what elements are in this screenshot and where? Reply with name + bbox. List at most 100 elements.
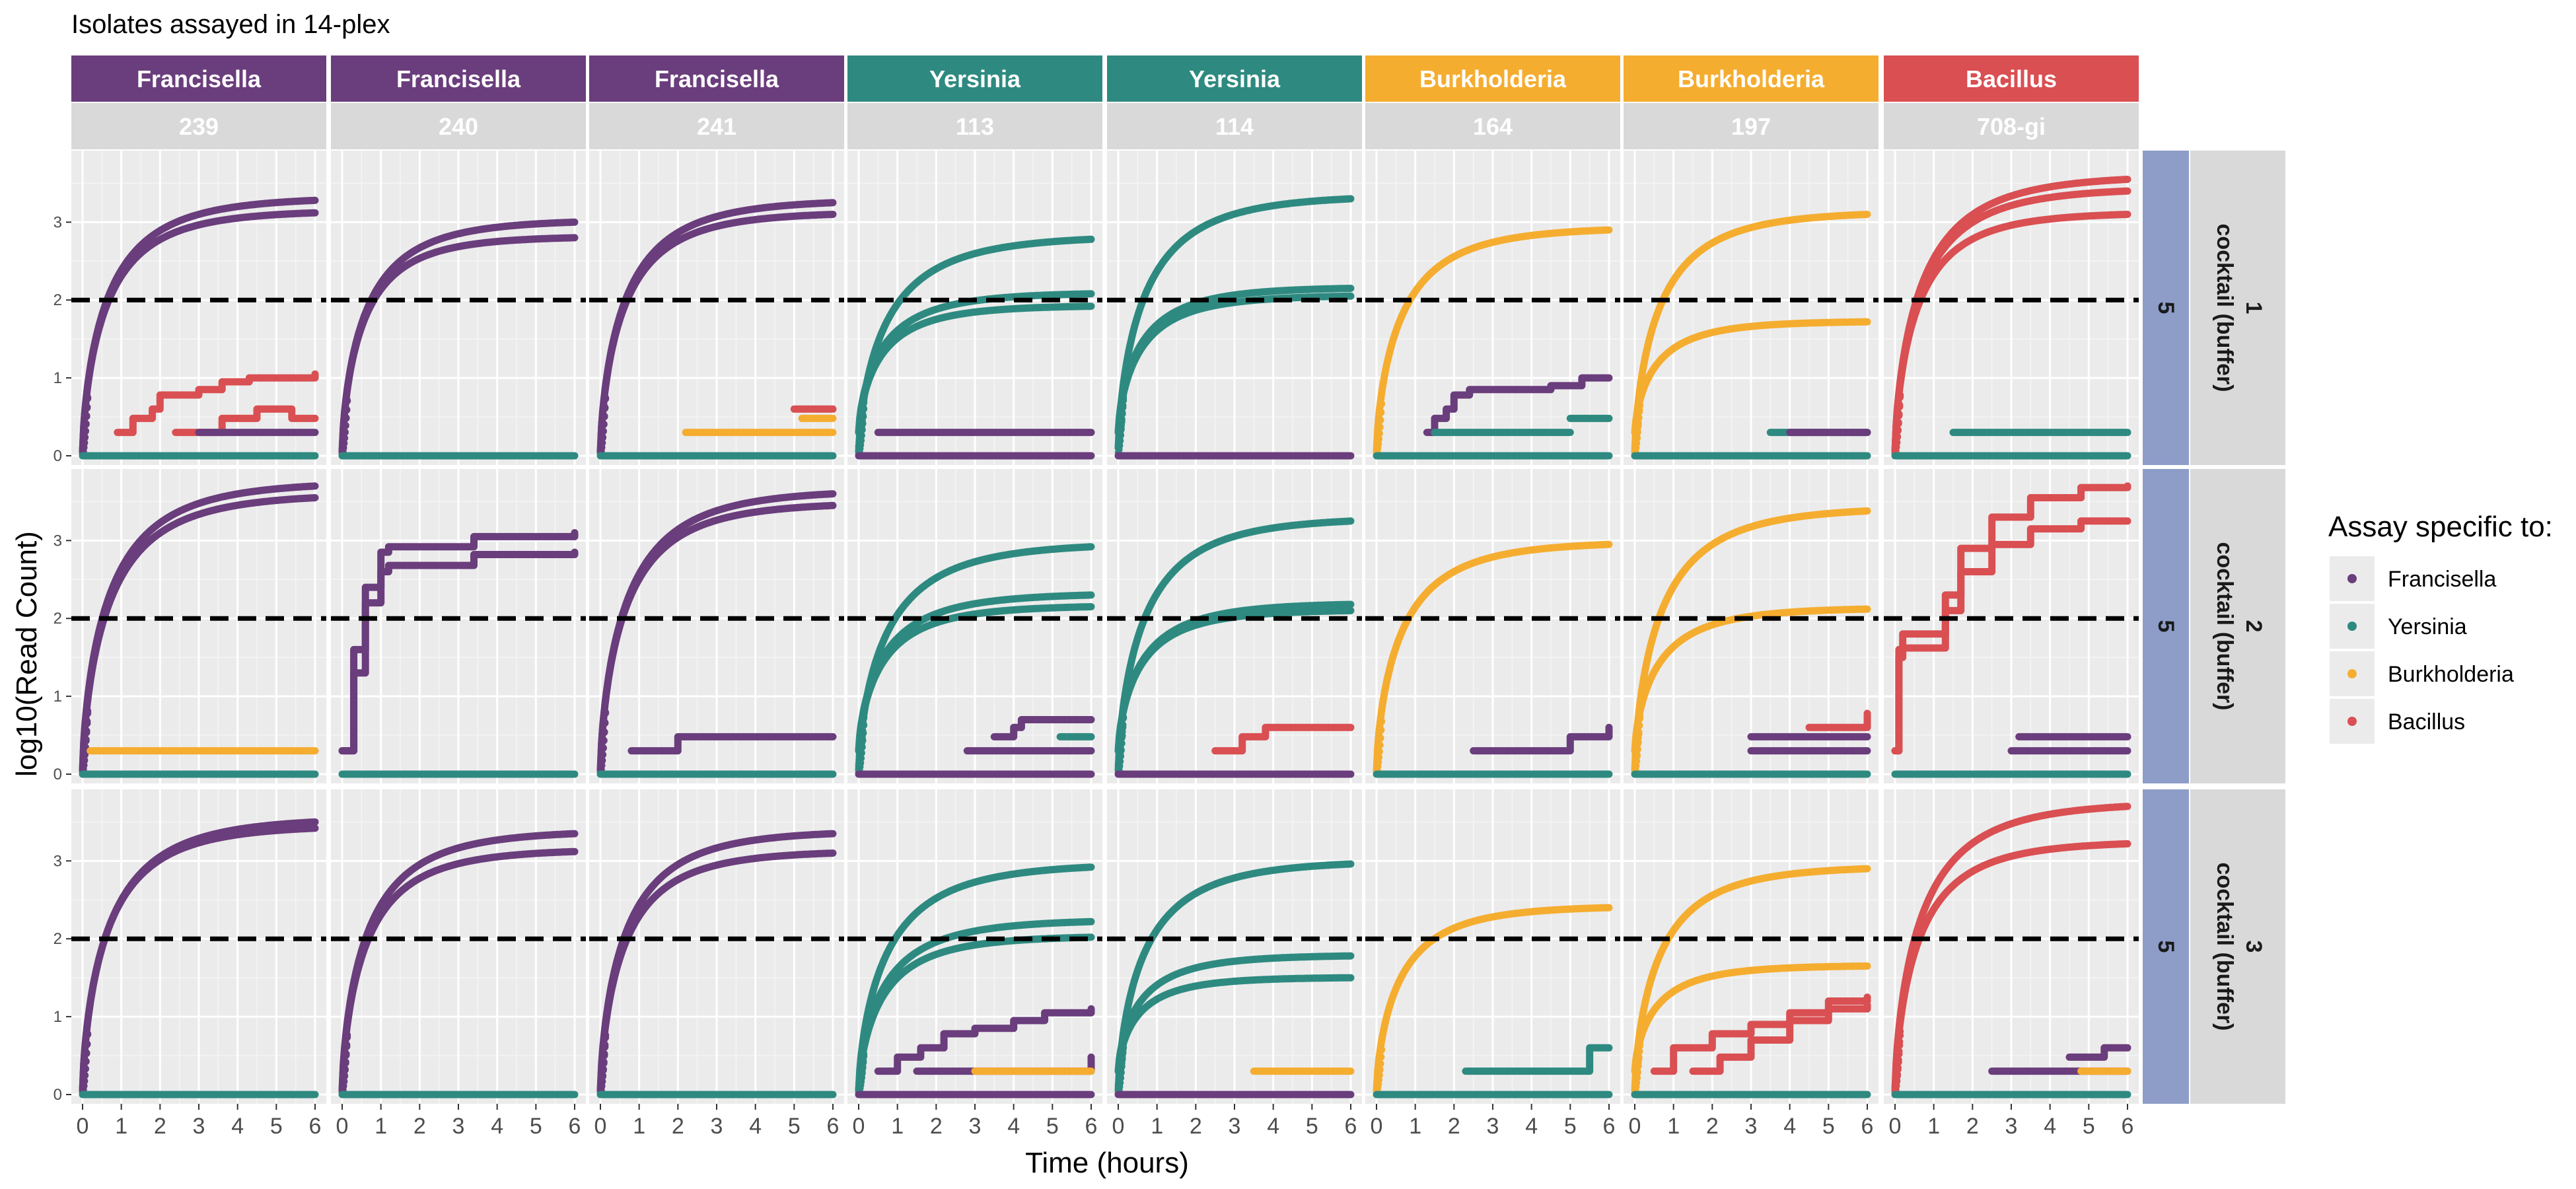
genus-strip-label: Yersinia [1189, 65, 1281, 92]
row-strip: 5 cocktail (buffer) 3 [2143, 789, 2285, 1104]
data-point [343, 1033, 351, 1041]
series-line [1650, 993, 1871, 1075]
y-tick-label: 2 [54, 610, 62, 628]
series-line [1891, 840, 2131, 1095]
series-line [874, 1005, 1095, 1075]
data-point [1893, 439, 1901, 447]
data-point [600, 1060, 608, 1067]
data-point [1896, 393, 1904, 401]
data-point [601, 1043, 609, 1051]
isolate-strip-label: 241 [697, 113, 736, 140]
data-point [1634, 735, 1642, 742]
data-point [82, 420, 90, 428]
series-line [1470, 723, 1613, 755]
replicate-strip-label: 3 [2241, 941, 2266, 953]
x-tick-label: 3 [452, 1114, 465, 1139]
series-line [338, 847, 579, 1095]
y-axis-title: log10(Read Count) [11, 531, 43, 777]
y-axis-ticks: 0 1 2 3 0 1 2 3 0 1 2 3 [54, 213, 71, 1104]
x-tick-label: 5 [1306, 1114, 1318, 1139]
data-point [1117, 740, 1125, 748]
data-point [1118, 416, 1126, 424]
data-point [343, 397, 351, 405]
legend-entry: Francisella [2330, 556, 2496, 601]
series-line [1631, 962, 1871, 1075]
data-point [83, 1040, 91, 1048]
panel [1365, 469, 1620, 783]
series-line [1373, 904, 1613, 1095]
panel [1624, 789, 1878, 1104]
series-line [1114, 195, 1355, 452]
panel [71, 789, 326, 1104]
data-point [83, 729, 90, 737]
series-line [79, 482, 319, 774]
data-point [81, 439, 89, 447]
x-tick-label: 6 [1345, 1114, 1357, 1139]
series-line [1689, 1001, 1871, 1075]
x-tick-label: 6 [1085, 1114, 1098, 1139]
data-point [83, 1049, 90, 1057]
isolate-strip-bg [71, 103, 326, 149]
x-tick-label: 0 [77, 1114, 89, 1139]
y-tick-label: 1 [54, 369, 62, 387]
series-line [1891, 187, 2131, 456]
x-tick-label: 2 [413, 1114, 426, 1139]
data-point [81, 1065, 89, 1073]
series-line [855, 591, 1095, 755]
data-point [599, 1072, 607, 1080]
data-point [1377, 734, 1384, 742]
column-strip: Yersinia 114 [1107, 55, 1362, 149]
data-point [859, 1064, 867, 1072]
series-line [338, 548, 579, 755]
x-tick-label: 4 [749, 1114, 762, 1139]
data-point [1635, 1048, 1643, 1056]
data-point [341, 434, 349, 442]
column-strip: Yersinia 113 [847, 55, 1102, 149]
panel [1107, 151, 1362, 465]
data-point [1118, 410, 1126, 418]
series-line [855, 603, 1095, 755]
x-tick-label: 0 [336, 1114, 349, 1139]
series-line [1891, 803, 2131, 1095]
data-point [83, 404, 91, 412]
data-point [1377, 416, 1384, 424]
isolate-strip-bg [1107, 103, 1362, 149]
isolate-strip-label: 113 [956, 113, 994, 140]
x-tick-label: 6 [569, 1114, 581, 1139]
data-point [859, 728, 867, 736]
data-point [82, 737, 90, 745]
panel [1884, 151, 2139, 465]
series-line [1114, 974, 1355, 1075]
data-point [1895, 412, 1903, 419]
panel [71, 151, 326, 465]
data-point [600, 729, 608, 737]
data-point [1117, 421, 1125, 429]
data-point [1894, 427, 1902, 435]
data-point [1633, 740, 1641, 748]
series-line [855, 235, 1095, 456]
panel [1884, 469, 2139, 783]
data-point [342, 414, 350, 422]
data-point [1634, 419, 1642, 427]
y-tick-label: 1 [54, 688, 62, 705]
data-point [1377, 1060, 1384, 1067]
panel [1365, 789, 1620, 1104]
dilution-strip-bg [2143, 469, 2189, 783]
data-point [81, 1071, 89, 1079]
x-tick-label: 1 [375, 1114, 387, 1139]
data-point [1636, 715, 1644, 723]
genus-strip-bg [331, 55, 586, 102]
data-point [342, 1052, 350, 1060]
series-line [79, 494, 319, 774]
x-tick-label: 6 [1603, 1114, 1616, 1139]
data-point [1896, 1041, 1904, 1049]
data-point [1120, 714, 1127, 722]
x-tick-label: 2 [672, 1114, 684, 1139]
data-point [1378, 717, 1386, 725]
legend-entries: Francisella Yersinia Burkholderia Bacillus [2330, 556, 2514, 744]
data-point [83, 719, 91, 727]
genus-strip-bg [1365, 55, 1620, 102]
isolate-strip-bg [589, 103, 844, 149]
series-line [1114, 952, 1355, 1075]
legend-entry: Yersinia [2330, 604, 2467, 649]
